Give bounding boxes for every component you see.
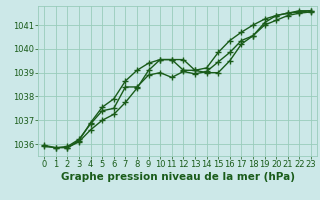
X-axis label: Graphe pression niveau de la mer (hPa): Graphe pression niveau de la mer (hPa) [60, 172, 295, 182]
